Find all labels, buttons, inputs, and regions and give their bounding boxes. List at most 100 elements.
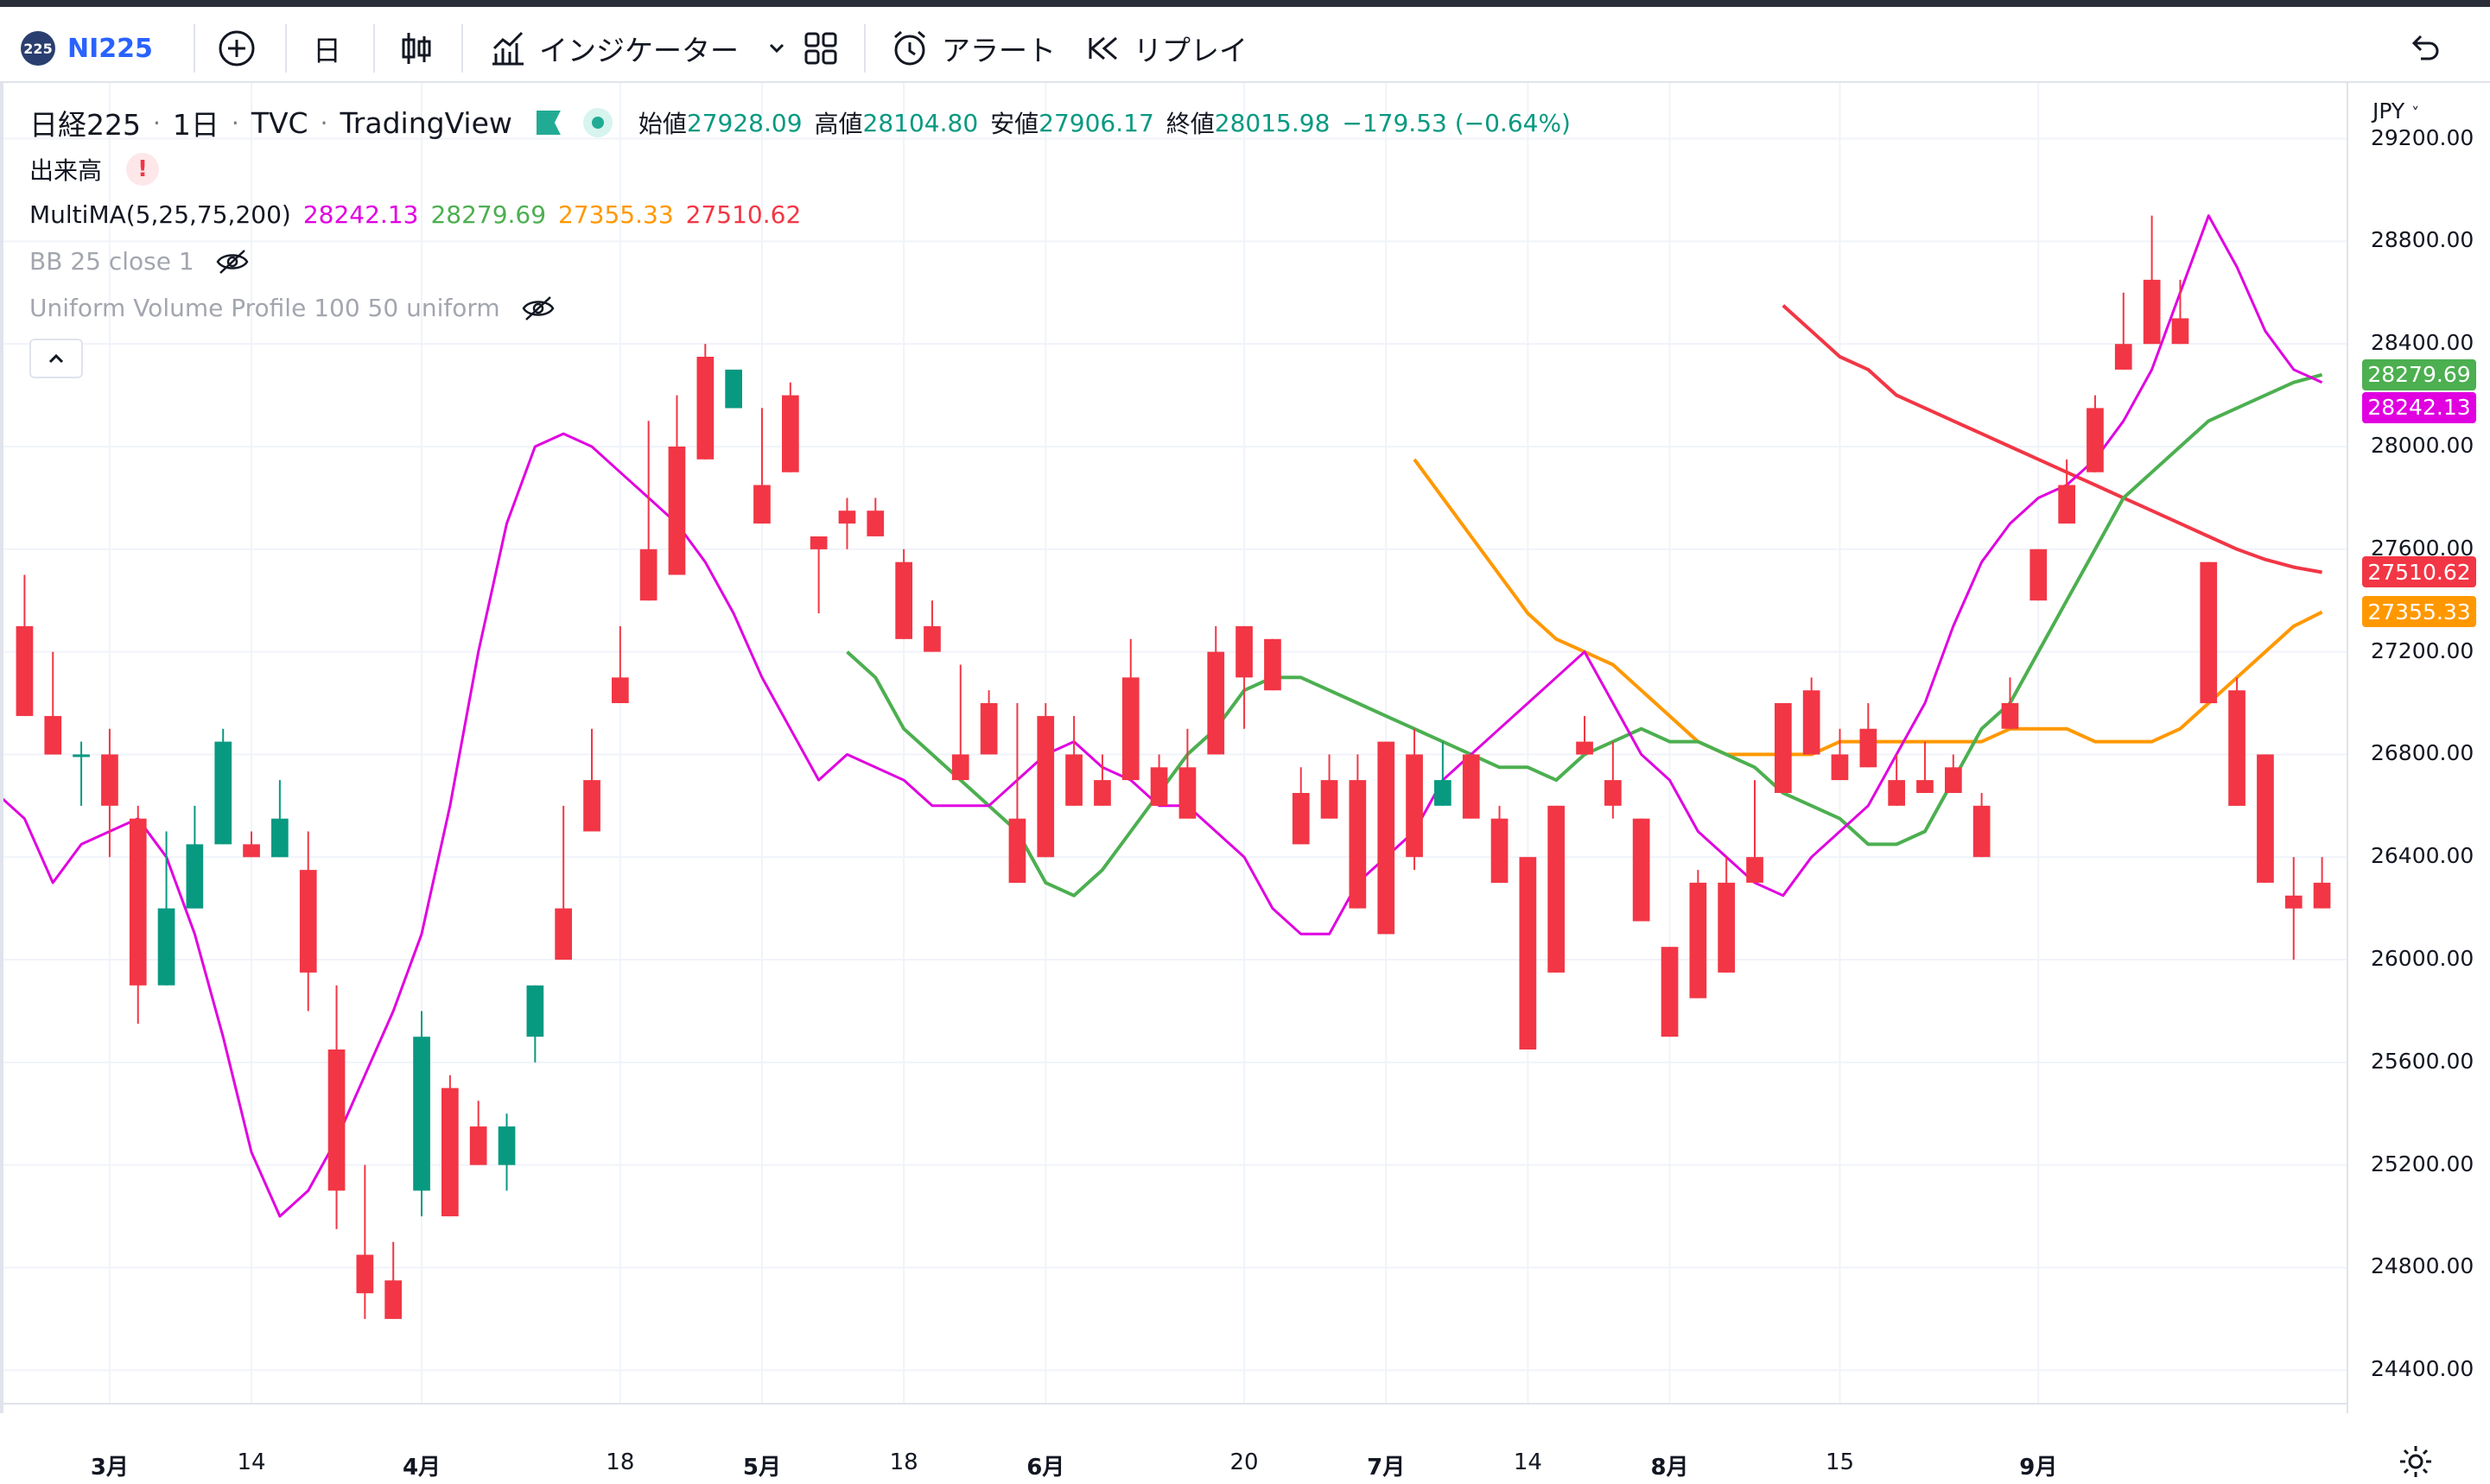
legend-collapse-button[interactable] [29,339,83,378]
market-status-icon [582,108,613,137]
interval-button[interactable]: 日 [313,14,341,83]
candle-body [1121,677,1140,781]
price-tick-label: 26800.00 [2371,740,2474,766]
symbol-selector[interactable]: 225 NI225 [21,14,153,83]
price-tick-label: 26400.00 [2371,843,2474,869]
replay-label: リプレイ [1134,34,1248,67]
candle-body [1008,818,1026,883]
candle-body [1888,780,1905,806]
candle-body [1859,728,1877,768]
candle-body [101,754,118,806]
price-tick-label: 29200.00 [2371,124,2474,150]
time-tick-label: 3月 [90,1455,129,1481]
grid-icon [804,32,837,65]
chart-pane[interactable]: 日経225 · 1日 · TVC · TradingView 始値 27928.… [0,83,2490,1481]
time-tick-label: 5月 [742,1455,782,1481]
candle-body [1945,767,1962,793]
low-label: 安値 [990,110,1039,138]
legend-symbol[interactable]: 日経225 [29,108,141,142]
candle-body [2200,561,2218,704]
candle-body [1150,767,1168,806]
candle-body [1462,754,1480,819]
price-tick-label: 26000.00 [2371,946,2474,972]
rewind-icon [1089,36,1117,60]
candlestick-icon [402,33,431,64]
alert-label: アラート [942,34,1056,67]
candle-body [612,677,629,703]
candle-body [1235,625,1253,678]
chart-type-button[interactable] [399,14,434,83]
candle-body [327,1050,346,1191]
price-tick-label: 25600.00 [2371,1048,2474,1074]
layouts-button[interactable] [802,14,840,83]
candle-body [753,485,771,524]
price-chart[interactable] [3,83,2490,1413]
indicators-icon [492,31,524,66]
uvp-legend[interactable]: Uniform Volume Profile 100 50 uniform [29,294,556,322]
toolbar-divider [285,24,287,73]
indicators-button[interactable]: インジケーター [489,14,789,83]
candle-body [1916,780,1934,793]
candle-body [782,395,799,472]
time-axis[interactable] [3,1403,2347,1415]
candle-body [810,536,828,549]
bb-label: BB 25 close 1 [29,247,194,276]
candle-body [2171,318,2189,345]
price-tick-label: 27600.00 [2371,535,2474,561]
candle-body [951,754,969,781]
replay-button[interactable]: リプレイ [1087,14,1248,83]
volume-label: 出来高 [29,156,103,185]
candle-body [2284,895,2303,909]
candle-body [1434,780,1451,806]
currency-selector[interactable]: JPY ˅ [2372,98,2419,124]
candle-body [526,985,544,1037]
alarm-clock-icon [894,30,925,66]
candle-body [413,1037,430,1191]
uvp-label: Uniform Volume Profile 100 50 uniform [29,294,500,322]
candle-body [668,447,686,575]
market-flag-icon [536,111,561,135]
undo-button[interactable] [2407,14,2442,83]
candle-body [583,780,600,832]
add-circle-icon [219,30,255,67]
candle-body [271,818,289,858]
hidden-eye-icon[interactable] [521,295,556,321]
time-tick-label: 14 [1513,1449,1542,1475]
price-tick-label: 24400.00 [2371,1356,2474,1382]
candle-body [1292,793,1310,845]
price-tick-label: 28800.00 [2371,227,2474,253]
ma200-value: 27510.62 [685,200,802,229]
alert-button[interactable]: アラート [890,14,1056,83]
price-tick-label: 27200.00 [2371,637,2474,663]
toolbar-divider [864,24,866,73]
low-value: 27906.17 [1039,108,1154,137]
candle-body [555,908,572,960]
warning-icon[interactable]: ! [126,153,160,186]
compare-button[interactable] [218,14,256,83]
candle-body [1547,805,1565,973]
candle-body [299,870,317,973]
candle-body [980,703,998,755]
candle-body [2114,344,2132,370]
candle-body [498,1126,516,1165]
candle-body [1689,882,1707,999]
volume-legend[interactable]: 出来高 ! [29,152,160,187]
change-value: −179.53 (−0.64%) [1342,108,1571,137]
bb-legend[interactable]: BB 25 close 1 [29,247,250,276]
legend-interval: 1日 [172,108,219,142]
legend-exchange: TVC [251,105,308,140]
price-tag: 28279.69 [2362,358,2476,390]
candle-body [1377,741,1395,935]
legend-dot: · [320,108,328,137]
price-tick-label: 28400.00 [2371,330,2474,356]
price-tick-label: 28000.00 [2371,432,2474,458]
interval-label: 日 [313,34,341,67]
candle-body [186,844,204,909]
hidden-eye-icon[interactable] [215,249,250,275]
candle-body [214,741,232,845]
candle-body [1065,754,1083,806]
multima-legend[interactable]: MultiMA(5,25,75,200) 28242.13 28279.69 2… [29,200,813,229]
close-value: 28015.98 [1214,108,1331,137]
price-axis[interactable]: JPY ˅ [2347,83,2490,1413]
settings-button[interactable] [2397,1443,2435,1481]
